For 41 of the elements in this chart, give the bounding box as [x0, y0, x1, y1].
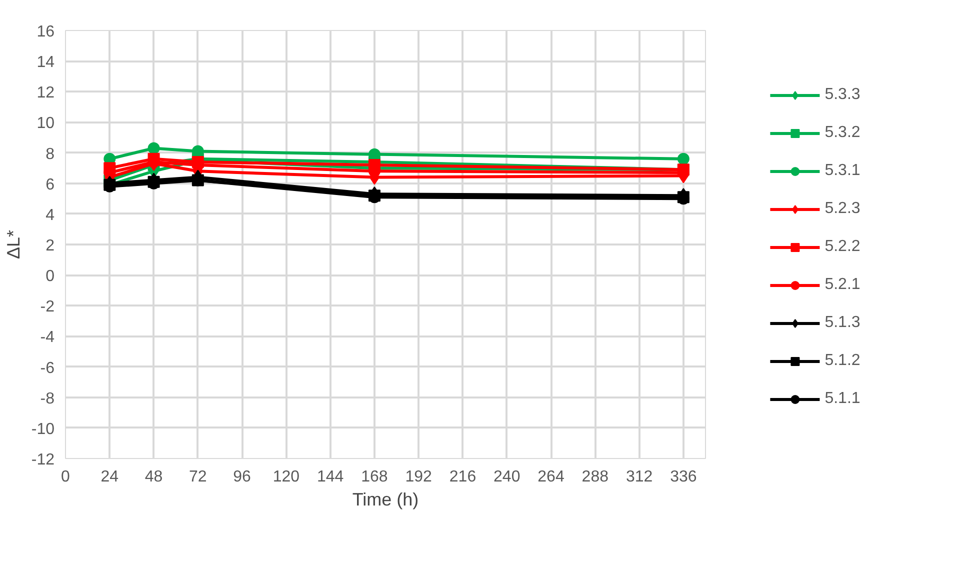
- x-tick-label: 144: [316, 468, 344, 486]
- y-tick-label: 10: [36, 115, 55, 132]
- x-tick-label: 264: [538, 468, 564, 486]
- x-tick-label: 216: [449, 468, 476, 486]
- legend-label: 5.3.3: [824, 86, 860, 104]
- legend-label: 5.1.1: [824, 390, 860, 408]
- y-tick-label: 0: [46, 268, 55, 286]
- x-tick-label: 120: [272, 468, 300, 486]
- legend-label: 5.2.2: [824, 238, 860, 256]
- x-tick-label: 48: [144, 468, 163, 486]
- y-axis-title: ΔL*: [3, 230, 24, 260]
- y-tick-label: 14: [36, 54, 55, 72]
- legend-label: 5.2.1: [824, 276, 860, 294]
- x-tick-label: 192: [405, 468, 432, 486]
- legend-label: 5.1.3: [824, 314, 860, 332]
- x-tick-label: 240: [494, 468, 520, 486]
- y-tick-label: 8: [46, 146, 55, 163]
- y-tick-label: -8: [40, 390, 55, 408]
- x-tick-label: 336: [670, 468, 697, 486]
- x-tick-label: 288: [582, 468, 609, 486]
- x-tick-label: 168: [361, 468, 388, 486]
- y-tick-label: 6: [46, 176, 55, 194]
- legend-label: 5.3.2: [824, 124, 860, 142]
- x-tick-label: 24: [100, 468, 119, 486]
- x-tick-label: 96: [233, 468, 252, 486]
- y-tick-label: -10: [31, 420, 55, 438]
- x-tick-label: 312: [626, 468, 653, 486]
- y-tick-label: -12: [31, 452, 55, 468]
- x-tick-label: 72: [189, 468, 207, 486]
- x-tick-label: 0: [61, 468, 70, 486]
- y-tick-label: 4: [46, 206, 55, 224]
- legend-label: 5.1.2: [824, 352, 860, 370]
- y-tick-label: 2: [46, 238, 55, 254]
- x-axis-title: Time (h): [352, 490, 419, 510]
- y-tick-label: -2: [40, 298, 55, 316]
- y-tick-label: 12: [36, 84, 55, 102]
- legend-label: 5.3.1: [824, 162, 860, 180]
- legend-label: 5.2.3: [824, 200, 860, 218]
- y-tick-label: -6: [40, 360, 55, 377]
- y-tick-label: 16: [36, 24, 55, 40]
- y-tick-label: -4: [40, 329, 55, 346]
